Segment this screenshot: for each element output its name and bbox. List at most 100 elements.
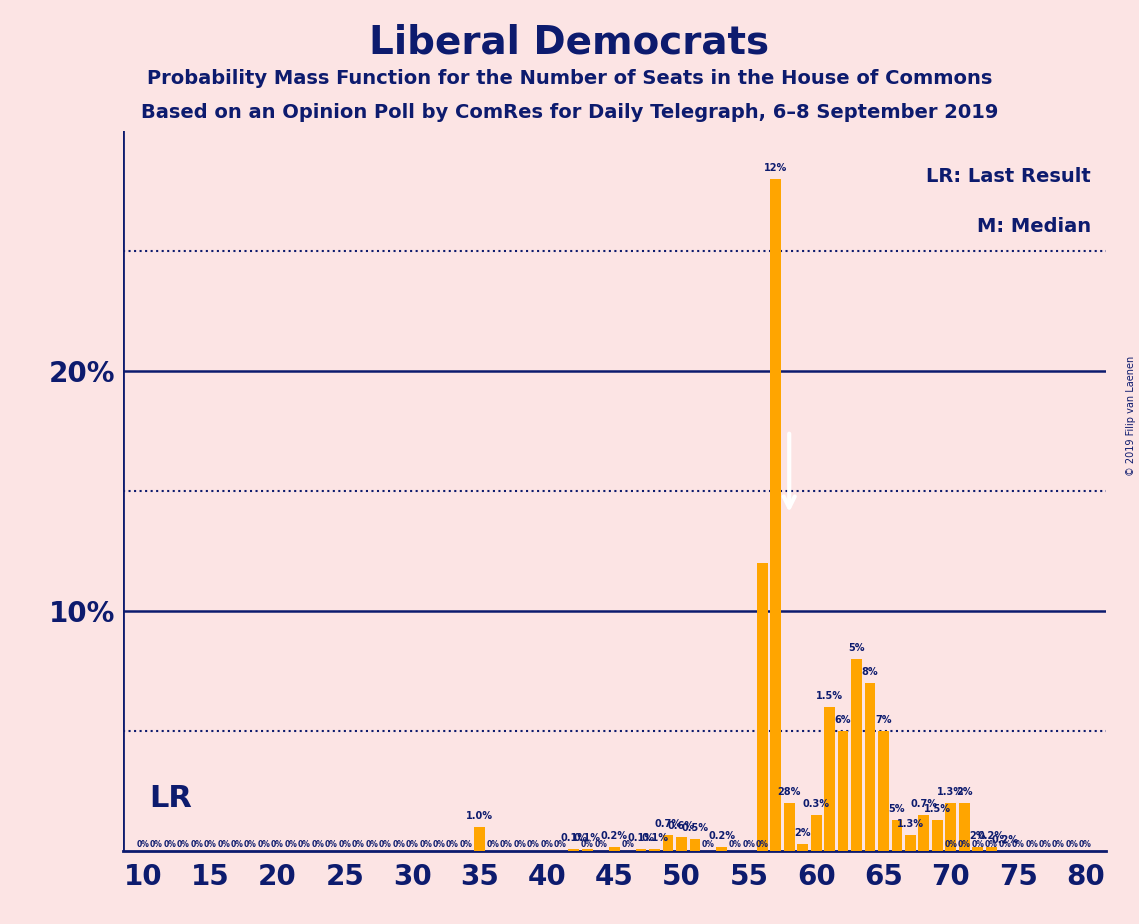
Bar <box>837 731 849 851</box>
Text: 1.5%: 1.5% <box>924 804 951 814</box>
Text: 0.1%: 0.1% <box>574 833 600 843</box>
Text: 0.2%: 0.2% <box>708 831 736 841</box>
Text: 0%: 0% <box>311 840 325 848</box>
Text: 0%: 0% <box>1011 840 1025 848</box>
Text: 0%: 0% <box>433 840 445 848</box>
Text: 28%: 28% <box>778 787 801 797</box>
Text: 2%: 2% <box>794 828 811 838</box>
Text: 0%: 0% <box>1039 840 1051 848</box>
Text: 0%: 0% <box>1025 840 1038 848</box>
Text: LR: LR <box>149 784 192 813</box>
Text: 5%: 5% <box>888 804 906 814</box>
Text: 0%: 0% <box>702 840 715 848</box>
Text: 0%: 0% <box>958 840 970 848</box>
Text: 6%: 6% <box>835 715 851 725</box>
Bar <box>825 707 835 851</box>
Text: 0%: 0% <box>298 840 311 848</box>
Bar <box>716 846 728 851</box>
Bar <box>986 846 997 851</box>
Text: 0%: 0% <box>1079 840 1092 848</box>
Text: 0%: 0% <box>137 840 149 848</box>
Text: 0%: 0% <box>325 840 338 848</box>
Text: 0.2%: 0.2% <box>600 831 628 841</box>
Bar <box>918 815 929 851</box>
Text: 0%: 0% <box>257 840 270 848</box>
Text: 0.6%: 0.6% <box>667 821 695 831</box>
Bar <box>973 846 983 851</box>
Text: Probability Mass Function for the Number of Seats in the House of Commons: Probability Mass Function for the Number… <box>147 69 992 89</box>
Bar <box>568 849 579 851</box>
Text: 0%: 0% <box>729 840 741 848</box>
Text: 0%: 0% <box>1066 840 1079 848</box>
Text: 0.7%: 0.7% <box>655 819 681 829</box>
Text: 0.5%: 0.5% <box>681 823 708 833</box>
Text: 0%: 0% <box>379 840 392 848</box>
Text: 0%: 0% <box>1052 840 1065 848</box>
Bar <box>663 834 673 851</box>
Text: 0%: 0% <box>446 840 459 848</box>
Text: 0.1%: 0.1% <box>628 833 655 843</box>
Bar <box>636 849 647 851</box>
Text: 1.3%: 1.3% <box>937 787 965 797</box>
Bar <box>608 846 620 851</box>
Text: 0%: 0% <box>230 840 244 848</box>
Text: 0%: 0% <box>150 840 163 848</box>
Text: 0%: 0% <box>514 840 526 848</box>
Text: 0.1%: 0.1% <box>560 833 588 843</box>
Bar <box>865 683 876 851</box>
Text: 0%: 0% <box>554 840 567 848</box>
Bar <box>582 849 592 851</box>
Text: 0%: 0% <box>486 840 499 848</box>
Text: Liberal Democrats: Liberal Democrats <box>369 23 770 61</box>
Text: 0%: 0% <box>581 840 593 848</box>
Bar <box>851 659 862 851</box>
Text: 0%: 0% <box>944 840 957 848</box>
Text: 0%: 0% <box>244 840 257 848</box>
Text: 0%: 0% <box>972 840 984 848</box>
Text: 12%: 12% <box>764 163 787 173</box>
Text: 0%: 0% <box>621 840 634 848</box>
Bar <box>811 815 821 851</box>
Text: 0%: 0% <box>756 840 769 848</box>
Bar <box>784 803 795 851</box>
Text: 2%: 2% <box>969 831 986 841</box>
Text: 0.2%: 0.2% <box>977 831 1005 841</box>
Text: 0%: 0% <box>285 840 297 848</box>
Bar <box>689 839 700 851</box>
Text: 0%: 0% <box>177 840 190 848</box>
Bar <box>878 731 888 851</box>
Text: 0%: 0% <box>352 840 364 848</box>
Text: 0.3%: 0.3% <box>803 799 829 809</box>
Text: 0%: 0% <box>218 840 230 848</box>
Text: 8%: 8% <box>862 667 878 677</box>
Text: 1.3%: 1.3% <box>896 819 924 829</box>
Text: 2%: 2% <box>956 787 973 797</box>
Text: 0%: 0% <box>998 840 1011 848</box>
Text: 0%: 0% <box>985 840 998 848</box>
Text: 0.1%: 0.1% <box>641 833 669 843</box>
Bar <box>892 821 902 851</box>
Text: 0%: 0% <box>405 840 419 848</box>
Text: 0%: 0% <box>419 840 432 848</box>
Text: 0%: 0% <box>366 840 378 848</box>
Text: 0%: 0% <box>204 840 216 848</box>
Text: 0%: 0% <box>271 840 284 848</box>
Text: © 2019 Filip van Laenen: © 2019 Filip van Laenen <box>1126 356 1136 476</box>
Text: M: Median: M: Median <box>977 217 1091 236</box>
Bar <box>474 827 485 851</box>
Text: 0%: 0% <box>595 840 607 848</box>
Bar <box>906 834 916 851</box>
Text: 0%: 0% <box>459 840 473 848</box>
Text: LR: Last Result: LR: Last Result <box>926 166 1091 186</box>
Text: 1.5%: 1.5% <box>817 691 843 701</box>
Text: 1.0%: 1.0% <box>466 811 493 821</box>
Text: 5%: 5% <box>849 643 865 653</box>
Text: 7%: 7% <box>875 715 892 725</box>
Bar <box>770 178 781 851</box>
Text: 0%: 0% <box>540 840 554 848</box>
Text: 0%: 0% <box>338 840 351 848</box>
Text: 0.7%: 0.7% <box>910 799 937 809</box>
Text: 0%: 0% <box>190 840 203 848</box>
Text: 0%: 0% <box>527 840 540 848</box>
Bar <box>677 837 687 851</box>
